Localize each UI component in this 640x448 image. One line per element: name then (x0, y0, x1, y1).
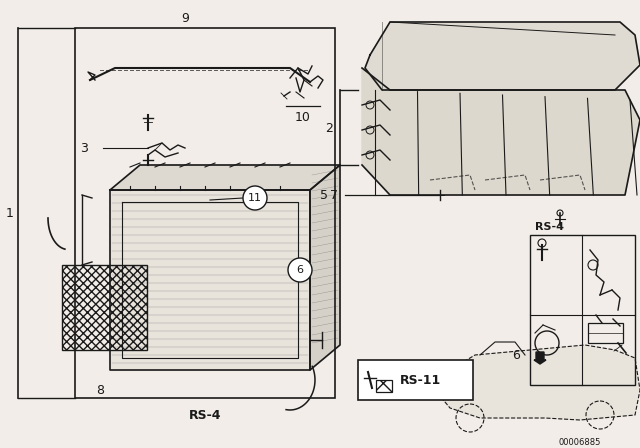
Text: 1: 1 (6, 207, 14, 220)
Text: RS-4: RS-4 (535, 222, 564, 232)
Text: 9: 9 (181, 12, 189, 25)
Polygon shape (435, 345, 640, 420)
Circle shape (243, 186, 267, 210)
Text: 00006885: 00006885 (559, 438, 601, 447)
Bar (358, 360, 473, 400)
Bar (75, 28, 335, 398)
Text: 5: 5 (320, 189, 328, 202)
Bar (530, 235, 635, 385)
Text: RS-11: RS-11 (400, 374, 441, 387)
Bar (62, 265, 147, 350)
Polygon shape (362, 68, 640, 195)
Polygon shape (365, 22, 640, 90)
Bar (588, 323, 623, 343)
FancyArrow shape (534, 352, 546, 364)
Text: 2: 2 (325, 121, 333, 134)
Text: 7: 7 (330, 189, 338, 202)
Bar (376, 380, 392, 392)
Text: 6: 6 (296, 265, 303, 275)
Text: 6: 6 (512, 349, 520, 362)
Polygon shape (310, 165, 340, 370)
Text: 10: 10 (295, 111, 311, 124)
Text: 11: 11 (248, 193, 262, 203)
Polygon shape (110, 190, 310, 370)
Circle shape (288, 258, 312, 282)
Text: 3: 3 (80, 142, 88, 155)
Text: RS-4: RS-4 (189, 409, 221, 422)
Polygon shape (110, 165, 340, 190)
Text: 8: 8 (96, 383, 104, 396)
